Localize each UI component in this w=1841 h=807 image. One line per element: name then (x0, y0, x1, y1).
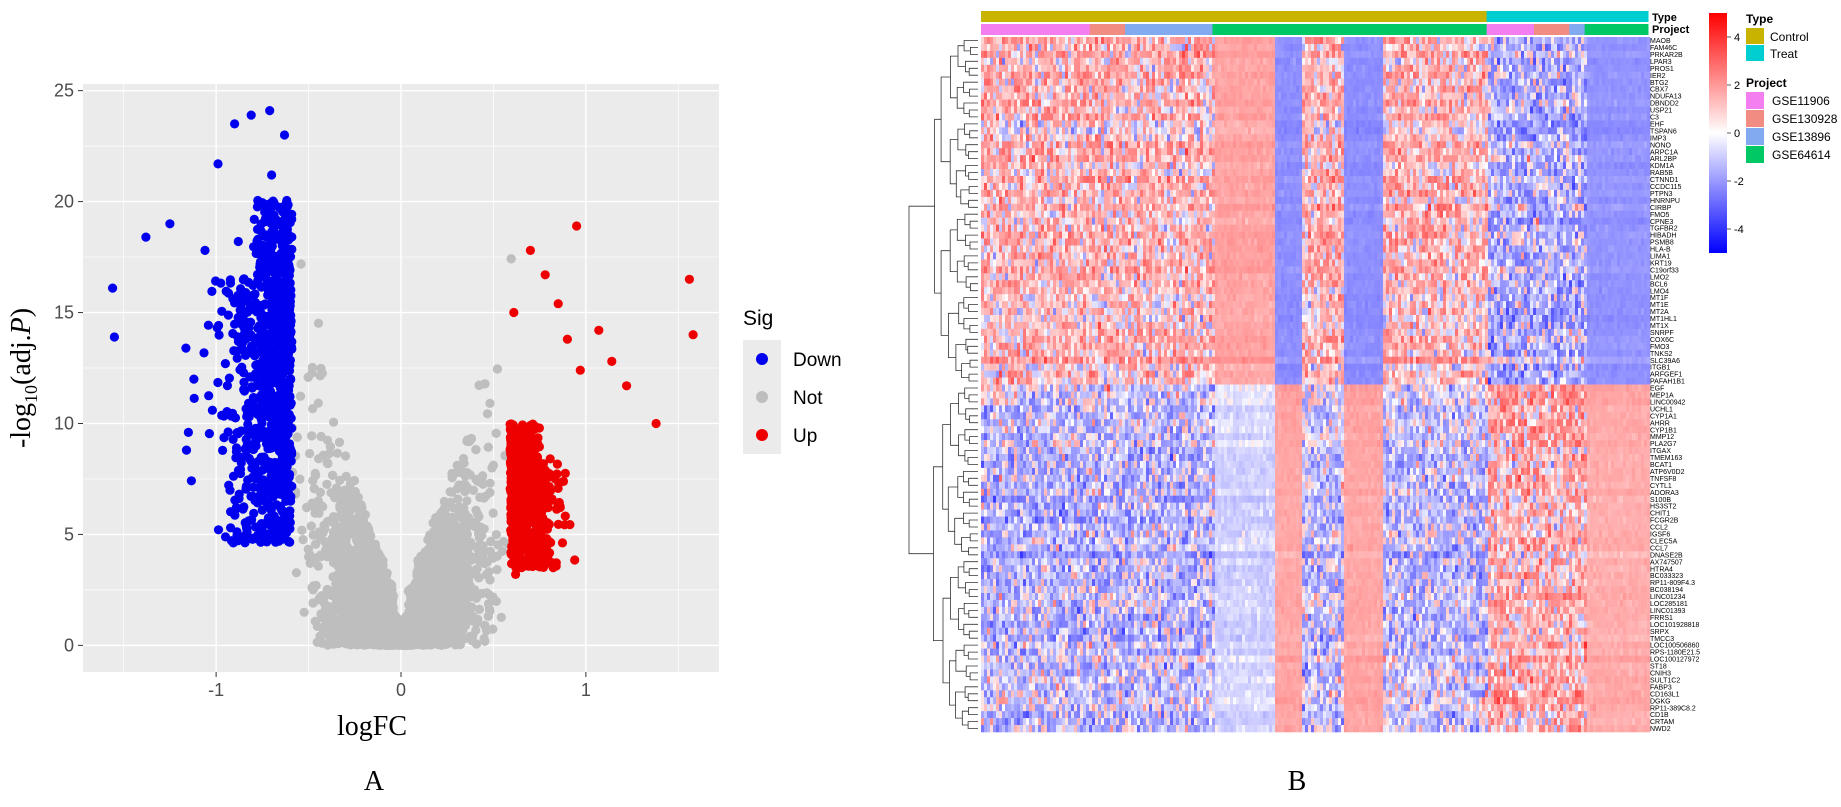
point-not (492, 565, 501, 574)
point-not (329, 418, 338, 427)
point-not (316, 609, 325, 618)
point-not (485, 488, 494, 497)
point-not (459, 454, 468, 463)
point-not (306, 559, 315, 568)
point-not (308, 404, 317, 413)
point-not (308, 476, 317, 485)
point-not (314, 562, 323, 571)
point-not (317, 432, 326, 441)
point-not (299, 535, 308, 544)
point-not (497, 613, 506, 622)
point-not (341, 451, 350, 460)
point-not (485, 399, 494, 408)
point-not (292, 568, 301, 577)
point-not (453, 494, 462, 503)
point-not (473, 510, 482, 519)
point-not (305, 449, 314, 458)
point-not (307, 522, 316, 531)
point-not (483, 409, 492, 418)
point-not (333, 449, 342, 458)
point-not (314, 454, 323, 463)
point-not (314, 319, 323, 328)
point-not (484, 567, 493, 576)
point-not (480, 637, 489, 646)
point-not (323, 458, 332, 467)
point-not (300, 608, 309, 617)
point-not (489, 508, 498, 517)
point-not (296, 259, 305, 268)
